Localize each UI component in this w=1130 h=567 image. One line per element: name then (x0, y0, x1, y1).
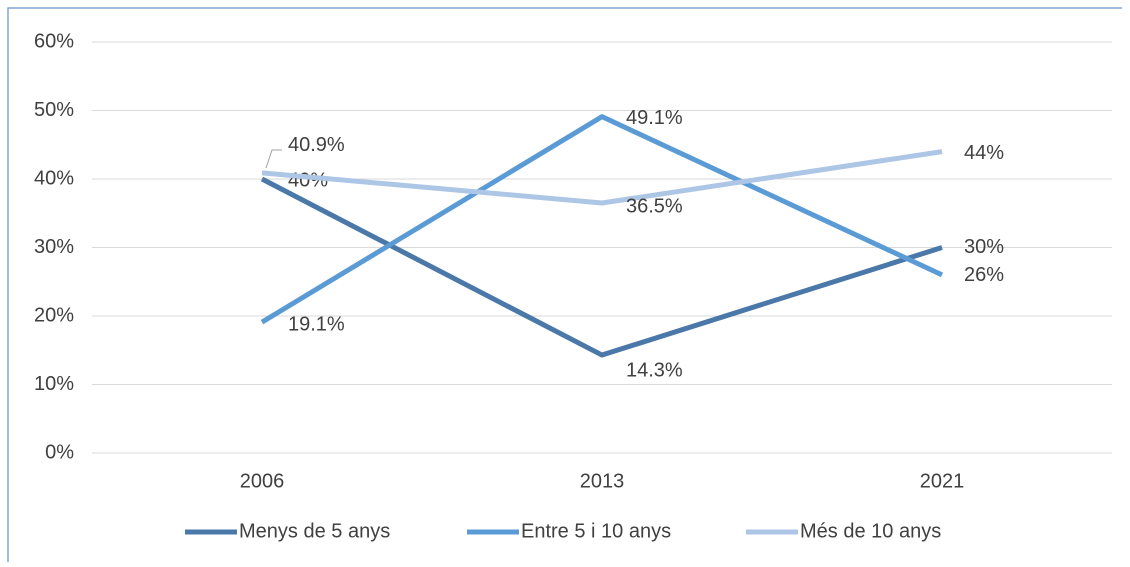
x-tick-label: 2013 (580, 470, 625, 492)
series-line (260, 176, 943, 358)
x-tick-label: 2006 (240, 470, 285, 492)
y-tick-label: 0% (45, 441, 74, 463)
legend-label: Entre 5 i 10 anys (521, 520, 671, 542)
y-tick-label: 40% (34, 167, 74, 189)
series-line (261, 149, 943, 206)
leader-line (265, 149, 282, 169)
y-tick-label: 20% (34, 304, 74, 326)
data-label: 26% (964, 264, 1004, 286)
y-tick-label: 60% (34, 30, 74, 52)
data-label: 44% (964, 142, 1004, 164)
data-label: 36.5% (626, 195, 683, 217)
x-tick-label: 2021 (920, 470, 965, 492)
legend-label: Menys de 5 anys (239, 520, 390, 542)
y-tick-label: 30% (34, 236, 74, 258)
data-label: 40.9% (288, 134, 345, 156)
series-line (260, 114, 944, 325)
frame (7, 7, 1122, 562)
data-label: 14.3% (626, 359, 683, 381)
data-label: 19.1% (288, 313, 345, 335)
legend-label: Més de 10 anys (800, 520, 941, 542)
data-label: 30% (964, 236, 1004, 258)
y-tick-label: 10% (34, 373, 74, 395)
y-tick-label: 50% (34, 99, 74, 121)
data-label: 49.1% (626, 107, 683, 129)
